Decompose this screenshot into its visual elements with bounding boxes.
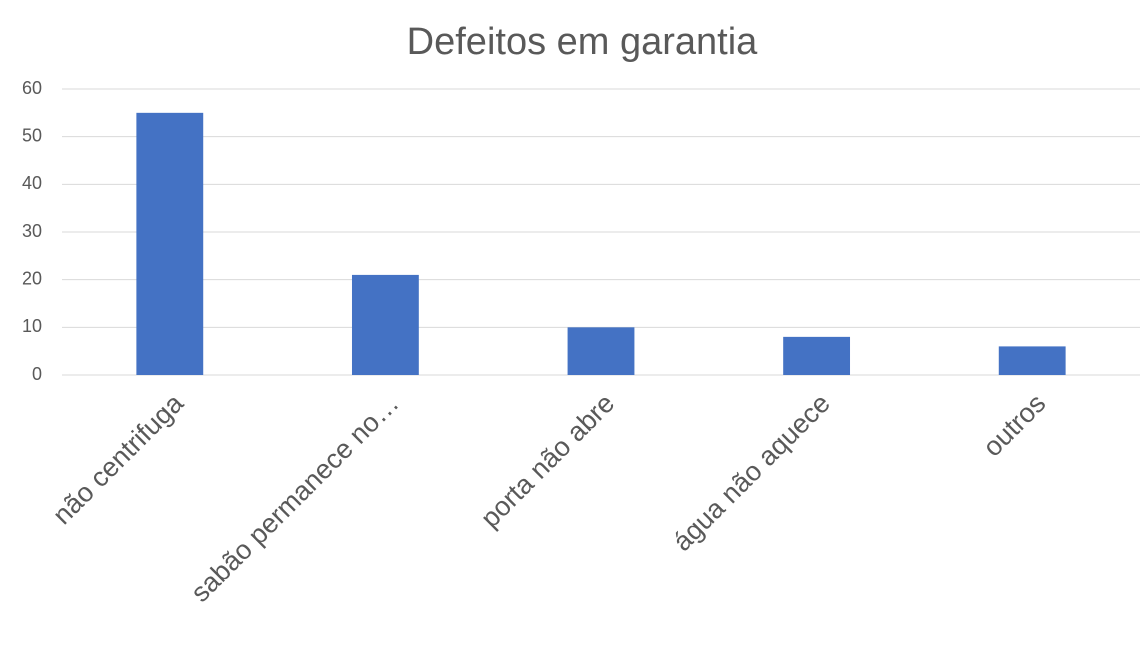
y-tick-label: 30 — [22, 221, 42, 241]
x-tick-label: não centrifuga — [47, 387, 190, 530]
x-tick-label: porta não abre — [475, 388, 620, 533]
y-tick-label: 50 — [22, 125, 42, 145]
bar — [998, 346, 1066, 375]
y-tick-label: 20 — [22, 268, 42, 288]
bar — [351, 274, 419, 375]
x-tick-label: água não aquece — [667, 388, 836, 557]
y-tick-label: 10 — [22, 316, 42, 336]
y-tick-label: 40 — [22, 173, 42, 193]
x-tick-label: sabão permanece no… — [185, 388, 405, 608]
bar — [136, 112, 204, 375]
bar — [567, 327, 635, 375]
chart-title: Defeitos em garantia — [407, 21, 758, 63]
x-tick-label: outros — [977, 388, 1051, 462]
y-tick-label: 0 — [32, 364, 42, 384]
y-tick-label: 60 — [22, 78, 42, 98]
bar — [783, 336, 851, 375]
